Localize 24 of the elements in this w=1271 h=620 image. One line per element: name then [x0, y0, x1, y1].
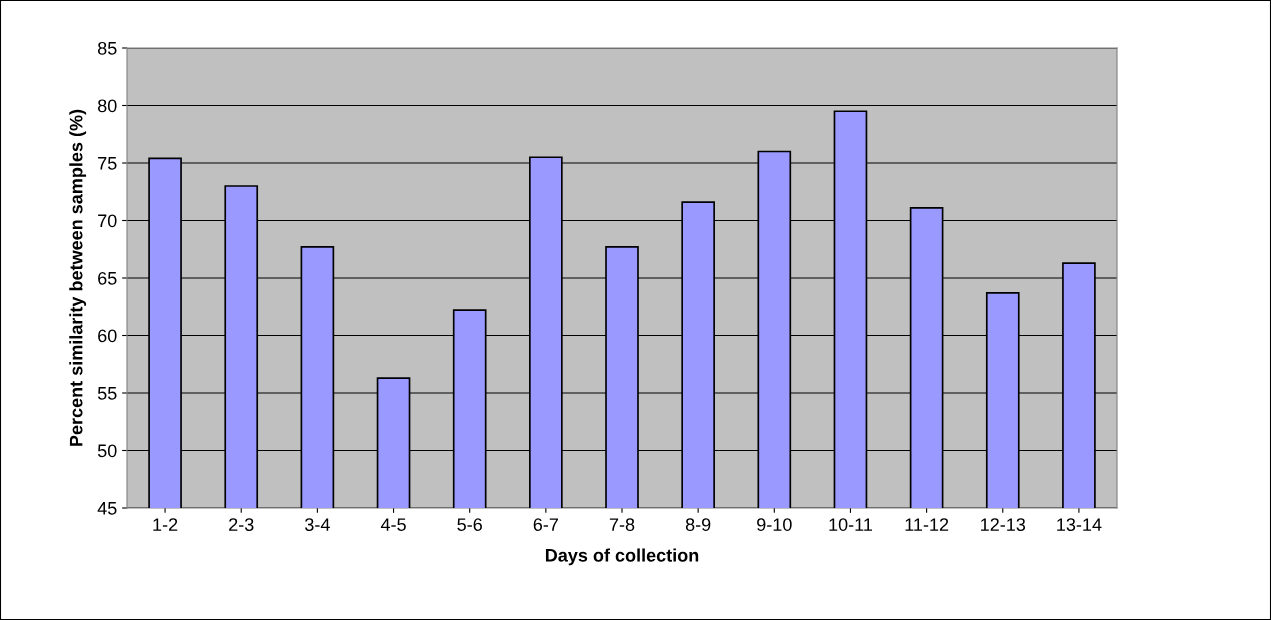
- x-tick-label: 5-6: [457, 518, 482, 531]
- x-tick-label: 3-4: [305, 518, 330, 531]
- x-tick-label: 12-13: [981, 518, 1026, 531]
- x-tick-label: 10-11: [829, 518, 873, 531]
- y-tick-label: 65: [98, 271, 117, 285]
- x-tick-label: 4-5: [380, 518, 406, 531]
- y-tick-label: 70: [98, 214, 117, 228]
- y-tick-label: 60: [98, 329, 117, 343]
- y-axis-title: Percent similarity between samples (%): [69, 109, 87, 446]
- x-tick-label: 1-2: [153, 518, 178, 531]
- x-tick-label: 2-3: [229, 518, 254, 531]
- y-tick-label: 85: [97, 41, 117, 55]
- x-axis-title: Days of collection: [545, 548, 699, 566]
- x-tick-label: 9-10: [757, 518, 792, 531]
- x-tick-label: 11-12: [905, 518, 949, 531]
- y-tick-label: 55: [97, 387, 117, 400]
- x-tick-label: 8-9: [685, 518, 711, 531]
- y-tick-label: 45: [97, 502, 117, 515]
- x-tick-label: 13-14: [1057, 518, 1102, 531]
- y-tick-label: 80: [97, 99, 117, 113]
- x-tick-label: 6-7: [533, 518, 558, 531]
- x-tick-label: 7-8: [609, 518, 635, 531]
- y-tick-label: 50: [97, 444, 117, 458]
- y-tick-label: 75: [98, 157, 117, 170]
